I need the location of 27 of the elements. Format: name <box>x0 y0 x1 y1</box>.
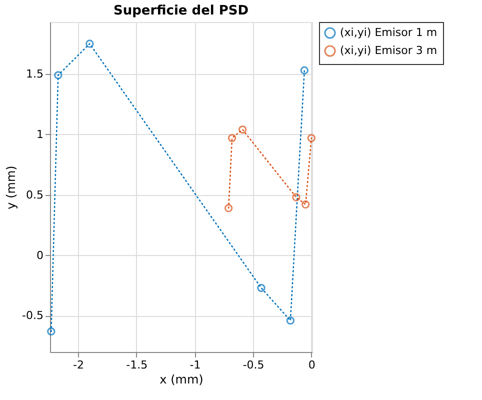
y-axis-title: y (mm) <box>4 166 18 210</box>
point <box>228 134 236 142</box>
point <box>301 200 310 209</box>
point <box>286 316 295 325</box>
point <box>307 134 316 142</box>
x-tick-label: -2 <box>73 358 84 372</box>
x-tick-label: -0.5 <box>242 358 264 372</box>
y-tick-label: 1.5 <box>26 67 44 80</box>
point <box>86 40 94 48</box>
x-tick-label: 0 <box>308 358 316 372</box>
point <box>292 193 300 202</box>
y-tick-label: -0.5 <box>22 309 44 322</box>
point <box>54 71 62 80</box>
x-axis-title: x (mm) <box>160 372 204 386</box>
y-tick-label: 0.5 <box>26 188 44 202</box>
point <box>238 125 247 134</box>
y-tick-label: 0 <box>36 248 44 262</box>
chart-title: Superficie del PSD <box>113 4 249 18</box>
point <box>47 327 56 336</box>
point <box>257 284 266 292</box>
point <box>224 204 233 212</box>
y-tick-label: 1 <box>36 128 44 141</box>
legend-label: (xi,yi) Emisor 3 m <box>340 44 438 57</box>
x-tick-label: -1.5 <box>126 358 148 372</box>
legend-label: (xi,yi) Emisor 1 m <box>340 26 438 39</box>
x-tick-label: -1 <box>190 358 201 372</box>
point <box>300 66 309 74</box>
